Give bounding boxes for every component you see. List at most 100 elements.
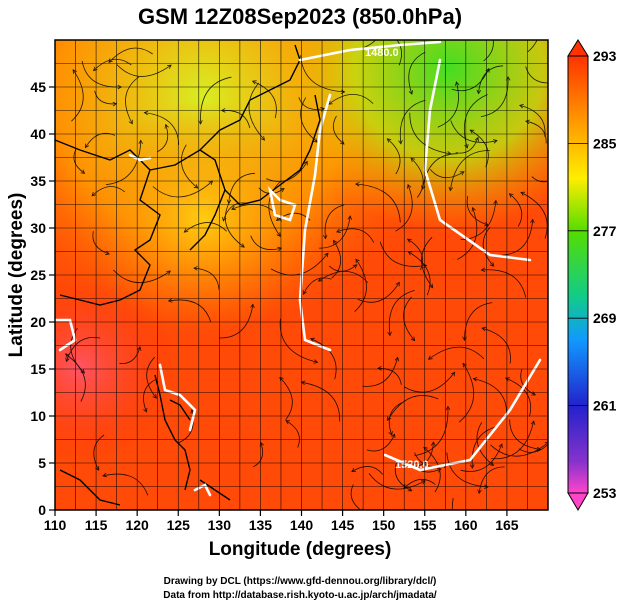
streamline-arrow: [65, 357, 70, 363]
streamline: [91, 186, 126, 197]
y-tick-label: 30: [30, 220, 46, 236]
streamline-arrow: [313, 138, 318, 143]
streamline: [55, 472, 56, 474]
streamline: [328, 93, 374, 105]
x-tick-label: 130: [208, 517, 232, 533]
y-tick-labels: 0 5 10 15 20 25 30 35 40 45: [30, 79, 55, 518]
streamline-arrow: [387, 416, 392, 422]
streamline-arrow: [488, 25, 491, 29]
streamline-arrow: [459, 171, 465, 176]
streamline: [520, 368, 536, 396]
streamline-arrow: [447, 151, 452, 156]
streamline: [490, 442, 548, 457]
streamline: [408, 51, 426, 95]
streamline-arrow: [105, 250, 110, 256]
streamline-arrow: [277, 246, 283, 252]
streamline: [478, 466, 505, 494]
streamline-arrow: [164, 123, 169, 129]
streamline: [476, 422, 494, 466]
streamline: [518, 443, 548, 453]
streamlines: [55, 25, 553, 510]
colorbar-label: 269: [593, 310, 617, 326]
streamline-arrow: [324, 252, 329, 258]
streamline: [332, 115, 345, 145]
streamline-arrow: [251, 80, 257, 85]
streamline: [505, 377, 531, 417]
streamline: [481, 269, 527, 298]
streamline: [414, 406, 449, 457]
x-tick-label: 125: [167, 517, 191, 533]
streamline-arrow: [302, 290, 307, 295]
streamline-arrow: [317, 277, 323, 282]
streamline: [387, 138, 401, 175]
streamline: [480, 76, 509, 117]
streamline: [421, 236, 434, 288]
streamline-arrow: [492, 139, 498, 144]
streamline: [168, 299, 212, 323]
streamline: [362, 357, 399, 387]
streamline-arrow: [276, 232, 281, 237]
streamline: [270, 252, 329, 276]
streamline-arrow: [427, 355, 433, 360]
streamline: [531, 176, 548, 183]
streamline-arrow: [336, 228, 341, 233]
streamline: [357, 282, 400, 303]
grid-lines: [55, 40, 548, 510]
streamline: [279, 377, 293, 421]
streamline: [310, 338, 337, 380]
streamline-arrow: [275, 216, 281, 222]
streamline: [228, 172, 256, 204]
streamline-arrow: [222, 216, 227, 222]
streamline: [250, 235, 282, 250]
x-tick-label: 150: [372, 517, 396, 533]
streamline: [156, 124, 169, 153]
streamline-arrow: [386, 138, 392, 143]
streamline: [116, 64, 172, 77]
streamline: [501, 219, 534, 256]
streamline-arrow: [408, 90, 413, 95]
streamline: [509, 193, 523, 227]
streamline: [184, 222, 227, 233]
streamline: [403, 478, 436, 489]
colorbar-top-arrow: [567, 39, 589, 57]
x-axis-label: Longitude (degrees): [209, 539, 392, 560]
streamline-arrow: [80, 369, 86, 374]
streamline-arrow: [388, 431, 393, 436]
streamline-arrow: [420, 185, 426, 190]
streamline-arrow: [462, 362, 467, 368]
x-tick-label: 145: [331, 517, 355, 533]
streamline-arrow: [472, 377, 478, 382]
streamline: [422, 153, 458, 190]
map-title: GSM 12Z08Sep2023 (850.0hPa): [138, 4, 462, 29]
streamline-arrow: [536, 446, 542, 452]
x-tick-label: 140: [290, 517, 314, 533]
streamline-arrow: [549, 439, 553, 443]
streamline: [413, 442, 434, 468]
streamline: [324, 204, 345, 239]
streamline: [482, 226, 494, 267]
streamline: [92, 231, 110, 255]
streamline-arrow: [355, 258, 360, 264]
streamline: [527, 40, 538, 53]
streamline: [119, 346, 141, 364]
y-tick-label: 10: [30, 408, 46, 424]
credit-drawing: Drawing by DCL (https://www.gfd-dennou.o…: [164, 576, 437, 587]
streamline-arrow: [410, 157, 416, 163]
streamline: [336, 228, 375, 243]
streamline-arrow: [322, 234, 328, 240]
streamline-arrow: [310, 337, 315, 343]
streamline-arrow: [484, 484, 489, 489]
streamline-arrow: [285, 420, 291, 425]
streamline: [350, 484, 362, 510]
streamline-arrow: [477, 489, 482, 495]
streamline-arrow: [250, 303, 255, 309]
streamline: [328, 264, 358, 272]
colorbar-label: 285: [593, 135, 617, 151]
y-tick-label: 0: [38, 502, 46, 518]
streamline-arrow: [167, 298, 173, 303]
colorbar-labels: 293 285 277 269 261 253: [568, 48, 617, 501]
x-tick-label: 110: [44, 517, 67, 533]
x-tick-label: 120: [125, 517, 149, 533]
streamline: [125, 76, 140, 124]
